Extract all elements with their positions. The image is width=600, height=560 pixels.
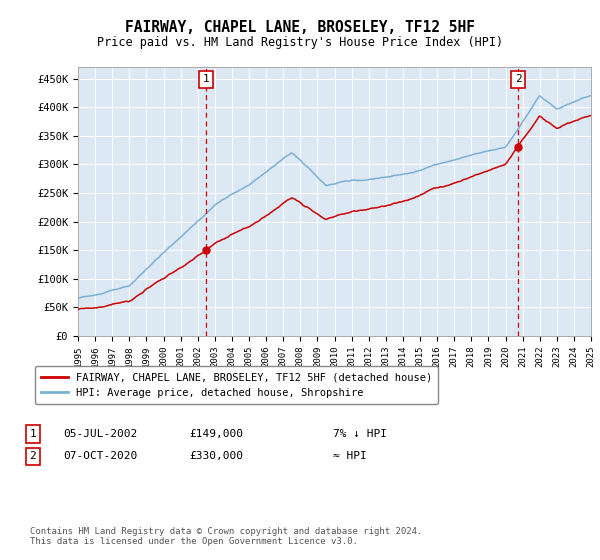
- Text: Price paid vs. HM Land Registry's House Price Index (HPI): Price paid vs. HM Land Registry's House …: [97, 36, 503, 49]
- Text: £149,000: £149,000: [189, 429, 243, 439]
- Text: £330,000: £330,000: [189, 451, 243, 461]
- Text: Contains HM Land Registry data © Crown copyright and database right 2024.
This d: Contains HM Land Registry data © Crown c…: [30, 526, 422, 546]
- Text: 05-JUL-2002: 05-JUL-2002: [63, 429, 137, 439]
- Legend: FAIRWAY, CHAPEL LANE, BROSELEY, TF12 5HF (detached house), HPI: Average price, d: FAIRWAY, CHAPEL LANE, BROSELEY, TF12 5HF…: [35, 366, 439, 404]
- Text: 2: 2: [515, 74, 522, 85]
- Text: 1: 1: [203, 74, 209, 85]
- Text: ≈ HPI: ≈ HPI: [333, 451, 367, 461]
- Text: 2: 2: [29, 451, 37, 461]
- Text: 7% ↓ HPI: 7% ↓ HPI: [333, 429, 387, 439]
- Text: FAIRWAY, CHAPEL LANE, BROSELEY, TF12 5HF: FAIRWAY, CHAPEL LANE, BROSELEY, TF12 5HF: [125, 20, 475, 35]
- Text: 07-OCT-2020: 07-OCT-2020: [63, 451, 137, 461]
- Text: 1: 1: [29, 429, 37, 439]
